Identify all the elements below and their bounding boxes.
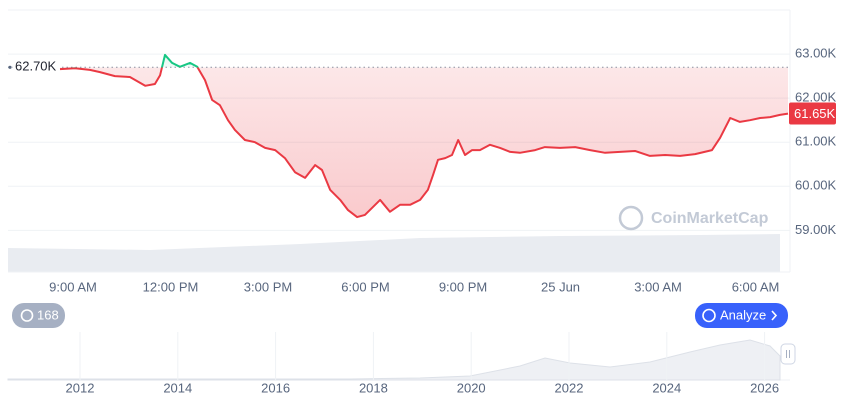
navigator-tick-label: 2024 — [652, 380, 681, 395]
y-tick-label: 59.00K — [795, 222, 837, 237]
navigator-tick-label: 2020 — [457, 380, 486, 395]
y-tick-label: 60.00K — [795, 178, 837, 193]
watermark: CoinMarketCap — [618, 205, 769, 231]
baseline-dot — [8, 65, 12, 69]
price-line — [59, 53, 789, 219]
x-tick-label: 3:00 AM — [634, 279, 682, 294]
x-tick-label: 12:00 PM — [143, 279, 199, 294]
x-tick-label: 3:00 PM — [244, 279, 292, 294]
navigator-tick-label: 2014 — [163, 380, 192, 395]
history-icon — [20, 309, 34, 322]
history-button[interactable] — [12, 303, 65, 328]
baseline-label-bg — [13, 58, 61, 77]
analyze-chevron — [771, 310, 778, 321]
price-area — [60, 54, 788, 218]
watermark-text: CoinMarketCap — [651, 210, 769, 227]
y-tick-label: 61.00K — [795, 134, 837, 149]
y-tick-label: 62.00K — [795, 90, 837, 105]
navigator-area — [7, 339, 781, 381]
navigator-tick-label: 2018 — [359, 380, 388, 395]
x-tick-label: 25 Jun — [541, 279, 580, 294]
x-tick-label: 9:00 AM — [49, 279, 97, 294]
analyze-icon — [702, 308, 716, 323]
analyze-button[interactable] — [695, 303, 788, 328]
last-price-box — [789, 102, 836, 125]
baseline-label: 62.70K — [15, 59, 57, 74]
volume-area — [8, 234, 780, 272]
history-count[interactable]: 168 — [37, 307, 59, 322]
navigator-tick-label: 2016 — [261, 380, 290, 395]
navigator-handle[interactable] — [780, 343, 796, 365]
navigator-tick-label: 2012 — [66, 380, 95, 395]
y-tick-label: 63.00K — [795, 46, 837, 61]
navigator-tick-label: 2022 — [555, 380, 584, 395]
navigator-tick-label: 2026 — [750, 380, 779, 395]
x-tick-label: 9:00 PM — [439, 279, 487, 294]
x-tick-label: 6:00 AM — [732, 279, 780, 294]
x-tick-label: 6:00 PM — [341, 279, 389, 294]
analyze-label[interactable]: Analyze — [720, 307, 766, 322]
last-price-label: 61.65K — [794, 106, 836, 121]
watermark-logo — [618, 205, 644, 231]
